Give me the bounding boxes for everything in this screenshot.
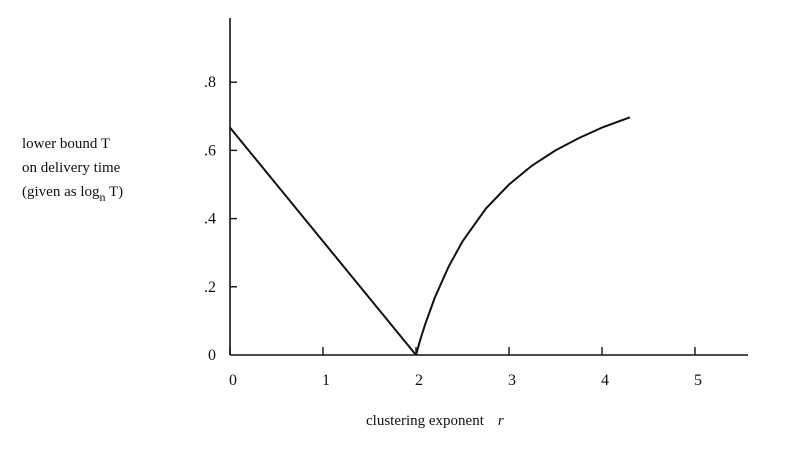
x-tick-label: 4 [601, 372, 609, 389]
y-axis-label-line-1: lower bound T [22, 136, 110, 152]
x-axis-label-symbol: r [498, 413, 504, 429]
series-line-1 [229, 126, 417, 356]
x-axis-label-text: clustering exponent [366, 413, 485, 429]
x-tick-label: 1 [322, 372, 330, 389]
y-tick-label: .4 [204, 211, 216, 228]
y-tick-label: .2 [204, 279, 216, 296]
y-ticks: 0 .2 .4 .6 .8 [204, 74, 237, 364]
y-axis-label-subscript: n [99, 190, 105, 204]
y-axis-label-suffix: T) [105, 184, 123, 200]
series-layer [229, 116, 631, 356]
x-tick-label: 0 [229, 372, 237, 389]
series-line-2 [415, 116, 631, 356]
y-axis-label-line-2: on delivery time [22, 160, 121, 176]
y-axis-label-line-3: (given as logn T) [22, 184, 123, 204]
x-tick-label: 3 [508, 372, 516, 389]
x-ticks: 0 1 2 3 4 5 [229, 347, 702, 389]
x-tick-label: 2 [415, 372, 423, 389]
y-tick-label: .8 [204, 74, 216, 91]
y-tick-label: .6 [204, 142, 216, 159]
x-tick-label: 5 [694, 372, 702, 389]
y-axis-label-prefix: (given as log [22, 184, 100, 200]
x-axis-label: clustering exponent r [366, 413, 504, 429]
y-tick-label: 0 [208, 347, 216, 364]
